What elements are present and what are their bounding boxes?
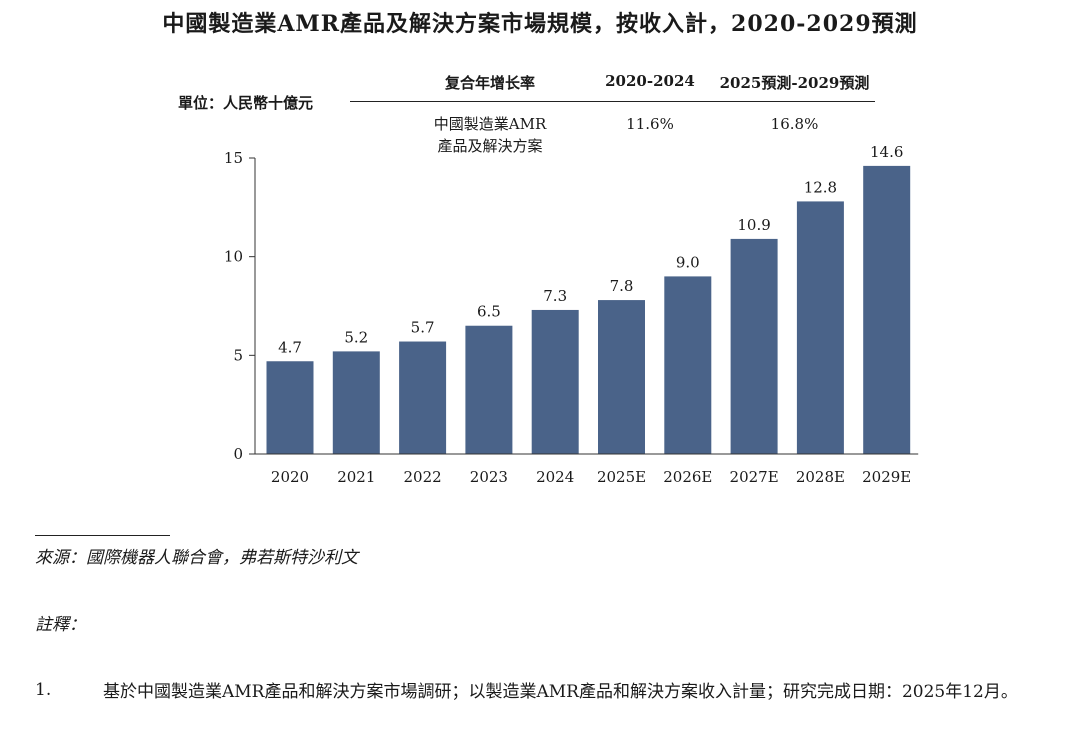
bar-value-label: 7.8: [610, 277, 634, 295]
bar-value-label: 10.9: [737, 216, 770, 234]
bar: [730, 238, 778, 454]
bar: [332, 351, 380, 454]
x-tick-label: 2021: [337, 468, 375, 486]
cagr-row-label-line1: 中國製造業AMR: [433, 115, 547, 133]
bar-value-label: 9.0: [676, 253, 700, 271]
source-text: 來源：國際機器人聯合會，弗若斯特沙利文: [35, 548, 358, 568]
source-divider: [35, 535, 170, 536]
cagr-col-2025-2029: 2025預測-2029預測: [719, 74, 870, 92]
bar-value-label: 14.6: [870, 143, 903, 161]
bar: [465, 325, 513, 454]
bar-value-label: 7.3: [543, 287, 567, 305]
cagr-col-2020-2024: 2020-2024: [605, 72, 695, 90]
bars-group: 4.7 5.2 5.7 6.5 7.3 7.8 9.0 10.9 12.8 14.6: [266, 143, 911, 455]
cagr-value-2025-2029: 16.8%: [770, 115, 819, 133]
cagr-row-label: 中國製造業AMR 產品及解決方案: [410, 113, 570, 157]
bar: [863, 165, 911, 455]
bar-value-label: 4.7: [278, 338, 302, 356]
bar: [796, 201, 844, 454]
x-tick-label: 2023: [470, 468, 508, 486]
bar-value-label: 6.5: [477, 303, 501, 321]
y-tick-label: 15: [224, 149, 243, 167]
bar: [598, 300, 645, 454]
y-axis: 0 5 10 15: [224, 149, 256, 463]
notes-label: 註釋：: [35, 615, 86, 635]
x-axis: 2020 2021 2022 2023 2024 2025E 2026E 2027E 2028E…: [255, 453, 919, 486]
unit-label: 單位：人民幣十億元: [178, 94, 314, 112]
bar: [266, 361, 314, 454]
y-tick-label: 5: [233, 346, 243, 364]
bar: [664, 276, 712, 454]
bar: [399, 341, 447, 454]
bar-chart: 0 5 10 15 4.7 5.2 5.7 6.5 7.3 7.8 9.0 10.9 12.8 14.6…: [224, 143, 919, 486]
cagr-divider: [350, 101, 875, 102]
y-tick-label: 10: [224, 248, 243, 266]
x-tick-label: 2020: [271, 468, 309, 486]
x-tick-label: 2024: [536, 468, 574, 486]
x-tick-label: 2027E: [730, 468, 779, 486]
chart-title: 中國製造業AMR產品及解決方案市場規模，按收入計，2020-2029預測: [162, 11, 918, 37]
bar-value-label: 12.8: [804, 178, 837, 196]
note-number: 1.: [35, 680, 52, 700]
cagr-value-2020-2024: 11.6%: [626, 115, 674, 133]
x-tick-label: 2022: [404, 468, 442, 486]
x-tick-label: 2025E: [597, 468, 646, 486]
bar: [531, 309, 579, 454]
cagr-header-label: 复合年增长率: [444, 74, 535, 92]
bar-value-label: 5.7: [411, 319, 435, 337]
bar-value-label: 5.2: [344, 328, 368, 346]
x-tick-label: 2026E: [663, 468, 712, 486]
y-tick-label: 0: [233, 445, 243, 463]
cagr-row-label-line2: 產品及解決方案: [437, 137, 543, 155]
note-text: 基於中國製造業AMR產品和解決方案市場調研；以製造業AMR產品和解決方案收入計量…: [103, 682, 1018, 702]
x-tick-label: 2028E: [796, 468, 845, 486]
x-tick-label: 2029E: [862, 468, 911, 486]
